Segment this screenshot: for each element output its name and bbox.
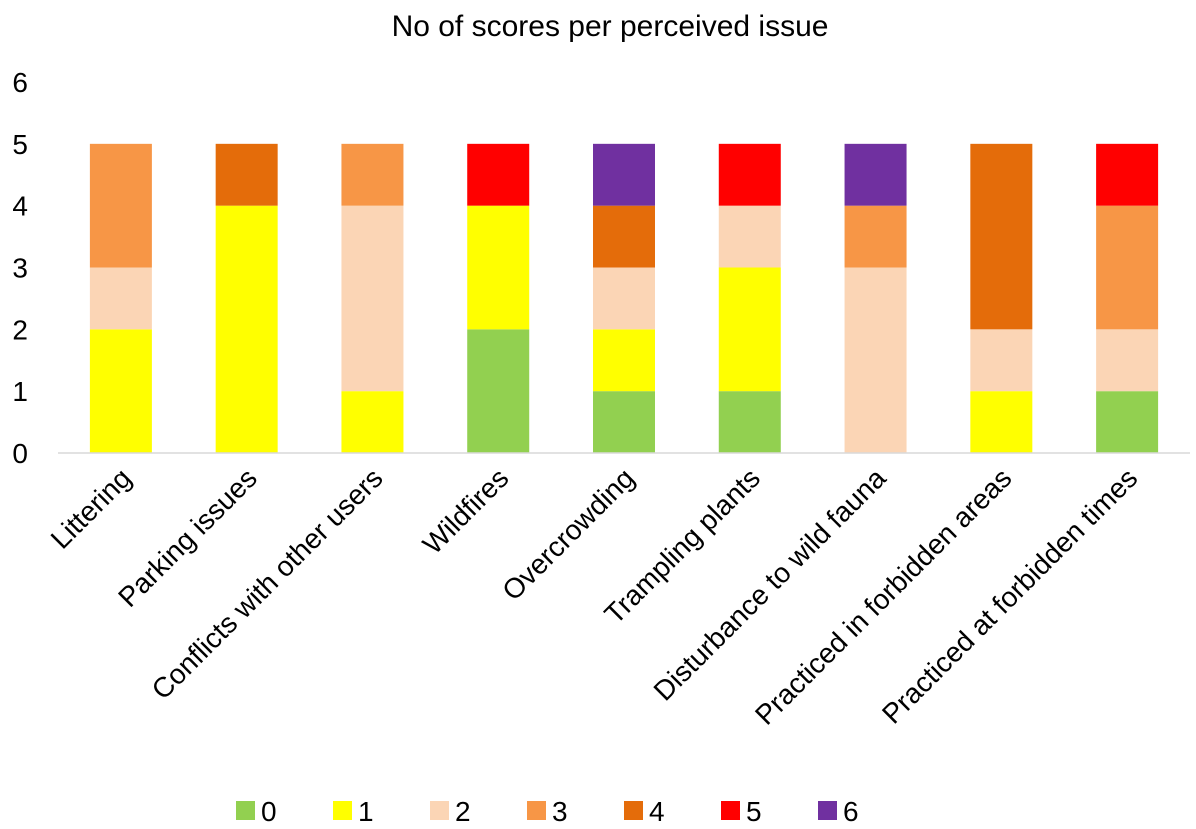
legend-swatch — [721, 801, 740, 820]
bar-segment — [341, 205, 404, 392]
bar-segment — [718, 267, 781, 392]
category-label: Littering — [45, 462, 137, 554]
y-tick-label: 5 — [12, 129, 28, 160]
bar-segment — [593, 267, 655, 330]
bar-segment — [215, 143, 278, 206]
chart-title: No of scores per perceived issue — [392, 10, 829, 43]
bar-segment — [718, 205, 781, 268]
bar-segment — [593, 391, 655, 453]
legend-swatch — [430, 801, 449, 820]
bar-segment — [593, 329, 655, 392]
legend-label: 4 — [649, 796, 665, 827]
y-tick-label: 2 — [12, 314, 28, 345]
legend-swatch — [818, 801, 837, 820]
bar-segment — [1096, 391, 1159, 453]
y-tick-label: 4 — [12, 191, 28, 222]
bar-segment — [970, 329, 1033, 392]
bar-segment — [1096, 205, 1159, 330]
bar-segment — [1096, 143, 1159, 206]
bar-segment — [467, 205, 530, 330]
bar-segment — [593, 143, 655, 206]
legend: 0 1 2 3 4 5 6 — [236, 796, 859, 827]
y-tick-label: 3 — [12, 253, 28, 284]
bar-segment — [341, 391, 404, 453]
bar-segment — [718, 391, 781, 453]
bar-segment — [215, 205, 278, 453]
y-tick-label: 0 — [12, 438, 28, 469]
bar-segment — [467, 143, 530, 206]
legend-label: 2 — [455, 796, 471, 827]
bar-segment — [1096, 329, 1159, 392]
category-label: Conflicts with other users — [146, 462, 389, 705]
legend-swatch — [624, 801, 643, 820]
bar-segment — [89, 267, 152, 330]
legend-swatch — [527, 801, 546, 820]
bar-segment — [89, 329, 152, 453]
bar-segment — [89, 143, 152, 268]
legend-label: 0 — [261, 796, 277, 827]
bar-segment — [467, 329, 530, 453]
bars-group — [89, 143, 1159, 453]
legend-swatch — [333, 801, 352, 820]
category-label: Wildfires — [417, 462, 515, 560]
bar-segment — [844, 143, 907, 206]
bar-segment — [970, 143, 1033, 330]
legend-swatch — [236, 801, 255, 820]
category-label: Disturbance to wild fauna — [648, 462, 893, 707]
bar-segment — [341, 143, 404, 206]
bar-segment — [844, 205, 907, 268]
y-tick-label: 6 — [12, 67, 28, 98]
legend-label: 5 — [746, 796, 762, 827]
y-axis-ticks: 0 1 2 3 4 5 6 — [12, 67, 28, 469]
bar-segment — [844, 267, 907, 453]
category-label: Practiced in forbidden areas — [749, 462, 1017, 730]
y-tick-label: 1 — [12, 376, 28, 407]
bar-segment — [718, 143, 781, 206]
bar-segment — [593, 205, 655, 268]
category-label: Overcrowding — [496, 462, 640, 606]
bar-segment — [970, 391, 1033, 453]
legend-label: 1 — [358, 796, 374, 827]
legend-label: 6 — [843, 796, 859, 827]
category-label: Practiced at forbidden times — [876, 462, 1143, 729]
legend-label: 3 — [552, 796, 568, 827]
